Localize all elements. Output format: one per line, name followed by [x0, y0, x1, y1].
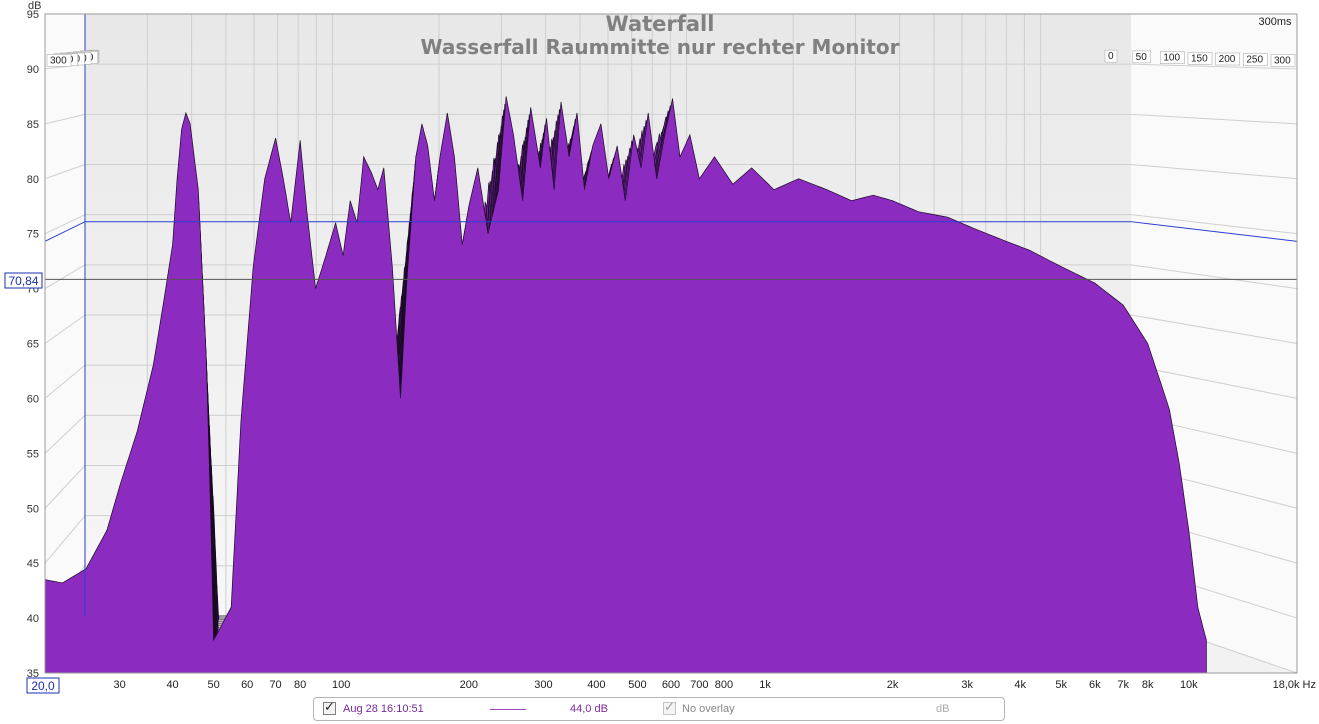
x-start-readout[interactable]: 20,0	[26, 677, 60, 694]
depth-label-right-box	[1270, 54, 1296, 67]
y-tick-label: 60	[27, 393, 39, 405]
depth-label-right-box	[1104, 49, 1118, 63]
depth-label-right: 50	[1136, 52, 1148, 63]
x-tick-label: 30	[114, 679, 126, 691]
depth-label-right-box	[1215, 52, 1240, 66]
gridline-right-wall	[1130, 264, 1298, 290]
x-tick-label: 3k	[961, 679, 973, 691]
depth-label-right: 200	[1219, 54, 1236, 65]
gridline-right-wall	[1130, 214, 1298, 235]
y-tick-label: 75	[27, 229, 39, 241]
x-tick-label: 300	[534, 679, 552, 691]
y-tick-label: 45	[27, 558, 39, 570]
gridline-left-wall	[44, 314, 86, 344]
y-tick-label: 95	[27, 9, 39, 21]
depth-label-right-box	[1243, 53, 1268, 67]
legend-line-swatch	[490, 709, 526, 710]
legend-measurement-value: 44,0 dB	[570, 703, 608, 715]
gridline-right-wall	[1130, 164, 1298, 180]
depth-label-left-box	[46, 54, 72, 67]
x-tick-label: 5k	[1055, 679, 1067, 691]
depth-label-right: 150	[1191, 53, 1208, 64]
plot-frame	[44, 13, 1298, 674]
legend-bar: ✓ Aug 28 16:10:51 44,0 dB ✓ No overlay d…	[313, 697, 1005, 721]
x-tick-label: 50	[208, 679, 220, 691]
x-tick-label: 800	[715, 679, 733, 691]
legend-overlay-name: No overlay	[682, 703, 735, 715]
depth-label-left: 300	[50, 55, 67, 66]
x-tick-label: 6k	[1089, 679, 1101, 691]
y-tick-label: 35	[27, 668, 39, 680]
x-tick-label: 100	[332, 679, 350, 691]
waterfall-slices	[44, 96, 1207, 674]
gridline-left-wall	[44, 264, 86, 290]
gridline-left-wall	[44, 214, 86, 235]
limit-line	[44, 221, 1298, 242]
gridline-left-wall	[44, 364, 86, 399]
x-tick-label: 400	[587, 679, 605, 691]
depth-label-right: 250	[1246, 55, 1263, 66]
x-tick-label: 70	[269, 679, 281, 691]
x-tick-label: 4k	[1014, 679, 1026, 691]
x-tick-label: 600	[662, 679, 680, 691]
waterfall-slice	[44, 96, 1207, 674]
gridline-left-wall	[44, 414, 86, 454]
gridline-right-wall	[1130, 364, 1298, 399]
legend-overlay-value: dB	[936, 703, 950, 715]
x-tick-label: 700	[690, 679, 708, 691]
gridline-left-wall	[44, 164, 86, 180]
gridline-right-wall	[1130, 314, 1298, 344]
chart-subtitle: Wasserfall Raummitte nur rechter Monitor	[421, 35, 900, 59]
chart-overlay	[44, 13, 1298, 674]
x-end-label: 18,0k Hz	[1273, 679, 1316, 691]
y-tick-label: 65	[27, 339, 39, 351]
x-tick-label: 1k	[759, 679, 771, 691]
gridline-left-wall	[44, 515, 86, 564]
gridline-left-wall	[44, 113, 86, 125]
x-tick-label: 8k	[1142, 679, 1154, 691]
x-tick-label: 2k	[887, 679, 899, 691]
legend-checkbox-overlay[interactable]: ✓	[663, 700, 676, 715]
x-tick-label: 500	[628, 679, 646, 691]
cursor-value-label: 70,84	[8, 274, 38, 288]
x-tick-label: 200	[460, 679, 478, 691]
x-tick-label: 40	[166, 679, 178, 691]
x-tick-label: 7k	[1117, 679, 1129, 691]
y-tick-label: 40	[27, 613, 39, 625]
y-unit-label: dB	[28, 0, 41, 12]
y-tick-label: 90	[27, 64, 39, 76]
x-tick-label: 10k	[1180, 679, 1198, 691]
y-tick-label: 80	[27, 174, 39, 186]
y-tick-label: 85	[27, 119, 39, 131]
gridline-left-wall	[44, 465, 86, 509]
depth-label-right: 100	[1163, 53, 1180, 64]
legend-measurement-name: Aug 28 16:10:51	[343, 703, 424, 715]
y-tick-label: 55	[27, 448, 39, 460]
depth-label-right: 300	[1274, 55, 1291, 66]
x-tick-label: 80	[294, 679, 306, 691]
depth-label-right-box	[1187, 51, 1213, 65]
depth-label-right: 0	[1108, 51, 1114, 62]
chart-title: Waterfall	[606, 12, 715, 36]
time-max-label: 300ms	[1258, 16, 1292, 28]
gridline-right-wall	[1130, 63, 1298, 70]
x-tick-label: 60	[241, 679, 253, 691]
x-start-label: 20,0	[31, 679, 55, 693]
y-tick-label: 50	[27, 503, 39, 515]
depth-label-right-box	[1132, 50, 1151, 64]
legend-checkbox-measurement[interactable]: ✓	[323, 700, 336, 715]
gridline-right-wall	[1130, 113, 1298, 125]
cursor-readout[interactable]: 70,84	[4, 272, 43, 289]
depth-label-right-box	[1160, 51, 1185, 64]
